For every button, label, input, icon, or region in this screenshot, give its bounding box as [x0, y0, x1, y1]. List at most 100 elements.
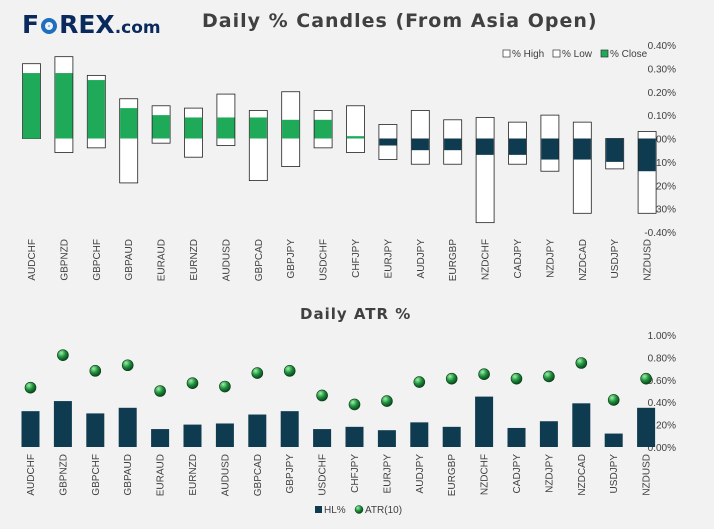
- x-tick-label: CHFJPY: [350, 454, 361, 493]
- close-bar-nzdcad: [573, 138, 591, 160]
- atr-marker-eurnzd: [186, 377, 199, 389]
- close-bar-nzdchf: [476, 138, 494, 155]
- y-tick-label: 0.30%: [648, 64, 676, 75]
- close-bar-usdchf: [314, 119, 332, 139]
- atr-chart-title: Daily ATR %: [300, 305, 412, 323]
- hl-bar-nzdchf: [475, 396, 494, 447]
- atr-marker-audchf: [24, 381, 37, 394]
- atr-marker-nzdchf: [478, 368, 490, 381]
- legend-swatch-hl: [315, 506, 322, 513]
- hl-bar-audchf: [21, 411, 40, 447]
- x-tick-label: NZDJPY: [544, 454, 555, 493]
- x-tick-label: CHFJPY: [351, 239, 362, 278]
- x-tick-label: CADJPY: [512, 454, 523, 494]
- close-bar-eurnzd: [184, 117, 203, 139]
- atr-marker-cadjpy: [510, 372, 523, 385]
- close-bar-chfjpy: [346, 136, 365, 139]
- y-tick-label: 0.40%: [648, 41, 676, 52]
- x-tick-label: EURGBP: [448, 239, 459, 282]
- x-tick-label: CADJPY: [513, 239, 524, 279]
- legend-swatch-1: [552, 49, 561, 58]
- close-bar-gbpaud: [120, 108, 138, 139]
- atr-marker-gbpchf: [89, 365, 102, 377]
- x-tick-label: GBPCHF: [91, 454, 102, 496]
- close-bar-audusd: [217, 117, 235, 139]
- hl-bar-usdjpy: [604, 433, 623, 447]
- hl-bar-eurjpy: [377, 430, 396, 447]
- x-tick-label: EURAUD: [157, 239, 168, 281]
- hl-bar-nzdcad: [572, 403, 591, 447]
- hl-bar-euraud: [151, 429, 170, 447]
- range-bar-chfjpy: [346, 105, 365, 153]
- x-tick-label: AUDJPY: [415, 454, 426, 494]
- hl-bar-gbpnzd: [53, 401, 72, 447]
- close-bar-audjpy: [411, 138, 429, 151]
- atr-marker-chfjpy: [348, 398, 361, 411]
- atr-marker-eurgbp: [445, 372, 458, 385]
- y-tick-label: -0.30%: [644, 205, 676, 216]
- x-tick-label: GBPJPY: [285, 454, 296, 494]
- close-bar-nzdjpy: [541, 138, 559, 160]
- x-tick-label: GBPAUD: [124, 239, 135, 281]
- y-tick-label: 1.00%: [648, 331, 676, 342]
- legend-label-hl: HL%: [324, 505, 346, 516]
- y-tick-label: 0.20%: [648, 88, 676, 99]
- x-tick-label: GBPCAD: [254, 239, 265, 281]
- x-tick-label: USDCHF: [319, 239, 330, 281]
- logo-rest: REX: [59, 10, 115, 39]
- x-tick-label: GBPNZD: [58, 454, 69, 496]
- legend-label-0: % High: [512, 49, 544, 60]
- close-bar-euraud: [152, 115, 170, 139]
- x-tick-label: NZDCHF: [481, 239, 492, 280]
- legend-swatch-atr: [354, 505, 364, 514]
- hl-bar-audjpy: [410, 422, 429, 447]
- atr-marker-gbpcad: [251, 367, 264, 379]
- atr-marker-eurjpy: [381, 395, 393, 407]
- legend-label-2: % Close: [610, 49, 648, 60]
- atr-chart: 1.00% 0.80% 0.60% 0.40% 0.20% 0.00% AUDCHF GBPN…: [21, 331, 676, 516]
- x-tick-label: USDJPY: [610, 239, 621, 279]
- close-bar-gbpcad: [249, 117, 267, 139]
- close-bar-gbpchf: [87, 80, 105, 139]
- close-bar-gbpnzd: [55, 73, 73, 139]
- x-tick-label: NZDCHF: [480, 454, 491, 495]
- hl-bar-eurnzd: [183, 424, 202, 447]
- atr-marker-nzdusd: [640, 372, 652, 385]
- candles-chart-title: Daily % Candles (From Asia Open): [202, 10, 598, 32]
- y-tick-label: 0.00%: [648, 443, 676, 454]
- hl-bar-cadjpy: [507, 427, 526, 447]
- x-tick-label: AUDCHF: [26, 454, 37, 496]
- atr-marker-nzdcad: [575, 357, 588, 369]
- x-tick-label: USDJPY: [609, 454, 620, 494]
- atr-marker-nzdjpy: [543, 370, 555, 383]
- x-tick-label: USDCHF: [318, 454, 329, 496]
- x-tick-label: EURAUD: [156, 454, 167, 496]
- atr-legend: HL% ATR(10): [315, 505, 402, 516]
- y-tick-label: 0.10%: [648, 111, 676, 122]
- y-tick-label: -0.40%: [644, 228, 676, 239]
- hl-bar-nzdjpy: [539, 421, 558, 447]
- x-tick-label: GBPCHF: [92, 239, 103, 281]
- x-tick-label: NZDJPY: [545, 239, 556, 278]
- hl-bar-audusd: [215, 423, 234, 447]
- logo-domain: .com: [114, 18, 161, 38]
- x-tick-label: EURJPY: [383, 239, 394, 279]
- atr-marker-gbpaud: [121, 359, 134, 372]
- forex-logo: F REX.com: [22, 10, 161, 39]
- atr-marker-usdjpy: [607, 394, 620, 406]
- x-tick-label: AUDUSD: [221, 239, 232, 281]
- x-tick-label: AUDCHF: [27, 239, 38, 281]
- logo-o-icon: [41, 18, 58, 34]
- hl-bar-gbpjpy: [280, 411, 299, 447]
- x-tick-label: NZDUSD: [642, 454, 653, 496]
- atr-marker-euraud: [154, 385, 166, 397]
- y-tick-label: 0.40%: [648, 398, 676, 409]
- atr-marker-audusd: [219, 380, 231, 393]
- y-tick-label: 0.00%: [648, 135, 676, 146]
- legend-label-1: % Low: [562, 49, 593, 60]
- hl-bar-nzdusd: [637, 407, 656, 447]
- hl-bar-usdchf: [313, 429, 332, 447]
- hl-bar-gbpaud: [118, 407, 137, 447]
- x-tick-label: NZDUSD: [643, 239, 654, 281]
